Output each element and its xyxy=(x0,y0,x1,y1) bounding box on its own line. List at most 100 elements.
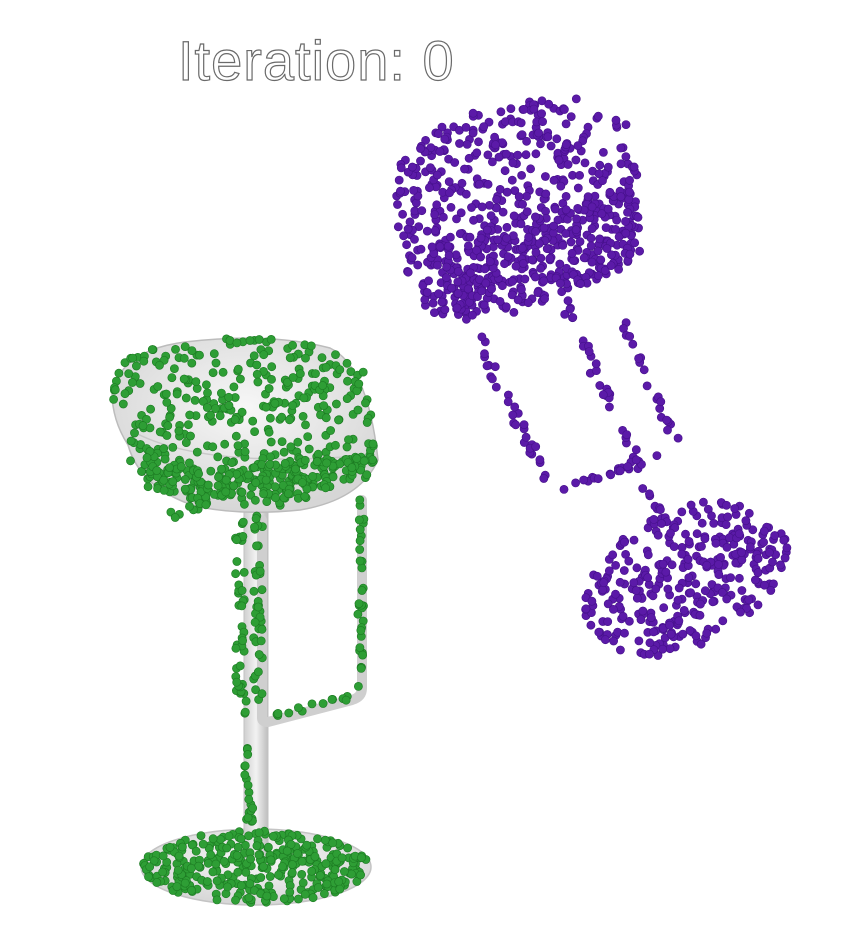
target-point xyxy=(328,472,338,482)
target-point xyxy=(293,437,303,447)
target-point xyxy=(161,389,171,399)
target-point xyxy=(284,708,294,718)
target-point xyxy=(194,469,203,479)
source-point xyxy=(643,550,653,560)
source-point xyxy=(587,224,597,233)
source-point xyxy=(398,209,407,219)
source-point xyxy=(748,525,758,535)
target-point xyxy=(250,495,260,505)
target-point xyxy=(165,842,175,852)
target-point xyxy=(288,400,297,410)
target-point xyxy=(194,861,203,871)
source-point xyxy=(534,239,544,248)
source-point xyxy=(611,589,620,599)
source-point xyxy=(477,286,487,296)
source-point xyxy=(553,215,563,225)
target-point xyxy=(273,709,283,718)
source-point xyxy=(697,542,706,551)
source-point xyxy=(663,584,673,594)
source-point xyxy=(612,215,622,225)
target-point xyxy=(262,891,272,901)
source-point xyxy=(522,191,531,201)
target-point xyxy=(183,420,193,430)
source-point xyxy=(435,147,445,156)
source-point xyxy=(536,263,545,273)
source-point xyxy=(544,99,554,109)
target-point xyxy=(301,353,310,363)
source-point xyxy=(438,212,448,222)
source-point xyxy=(474,137,483,147)
target-point xyxy=(244,893,254,903)
target-point xyxy=(237,601,247,611)
target-point xyxy=(159,485,169,495)
target-point xyxy=(354,599,364,608)
source-point xyxy=(593,271,603,281)
target-point xyxy=(221,475,231,485)
target-point xyxy=(266,334,276,344)
target-point xyxy=(331,440,340,450)
target-point xyxy=(206,410,215,420)
target-point xyxy=(130,428,139,438)
target-point xyxy=(358,367,368,377)
target-point xyxy=(158,851,168,861)
source-point xyxy=(482,225,492,235)
target-point xyxy=(298,411,308,421)
target-point xyxy=(118,399,128,409)
target-point xyxy=(232,469,241,479)
source-point xyxy=(759,526,769,536)
target-point xyxy=(286,840,296,849)
source-point xyxy=(526,164,535,174)
source-point xyxy=(430,210,440,219)
source-point xyxy=(407,162,417,172)
source-point xyxy=(661,567,671,577)
source-point xyxy=(433,260,442,270)
target-point xyxy=(142,453,152,463)
source-point xyxy=(623,207,632,217)
target-point xyxy=(330,865,340,875)
source-point xyxy=(601,635,610,645)
target-point xyxy=(211,859,221,869)
target-point xyxy=(244,470,253,480)
source-point xyxy=(513,295,523,305)
source-point xyxy=(584,347,594,356)
source-point xyxy=(500,259,509,269)
target-point xyxy=(162,431,172,440)
target-point xyxy=(208,368,218,378)
target-point xyxy=(267,374,276,384)
source-point xyxy=(579,475,589,485)
source-point xyxy=(673,433,683,443)
target-point xyxy=(318,381,327,390)
source-point xyxy=(476,252,485,262)
source-point xyxy=(620,628,629,638)
target-point xyxy=(293,703,303,712)
source-point xyxy=(518,199,527,209)
target-point xyxy=(232,535,241,545)
target-point xyxy=(208,867,218,877)
source-point xyxy=(427,242,437,252)
target-point xyxy=(335,365,345,375)
target-point xyxy=(215,411,225,421)
source-point xyxy=(707,511,716,521)
target-point xyxy=(337,853,347,863)
source-point xyxy=(638,606,648,616)
target-point xyxy=(259,350,269,360)
source-point xyxy=(583,192,593,202)
source-point xyxy=(603,599,613,609)
source-point xyxy=(445,188,454,198)
target-point xyxy=(298,878,308,888)
source-point xyxy=(621,152,631,161)
target-point xyxy=(195,350,204,360)
source-point xyxy=(537,109,546,118)
target-point xyxy=(110,385,120,395)
target-point xyxy=(236,834,246,844)
source-point xyxy=(645,638,655,648)
source-point xyxy=(681,529,690,539)
target-point xyxy=(169,364,179,373)
source-point xyxy=(535,455,545,465)
target-point xyxy=(232,677,242,687)
target-point xyxy=(252,360,262,370)
source-point xyxy=(595,160,605,170)
target-point xyxy=(180,342,190,351)
source-point xyxy=(630,238,640,248)
source-point xyxy=(480,264,490,274)
